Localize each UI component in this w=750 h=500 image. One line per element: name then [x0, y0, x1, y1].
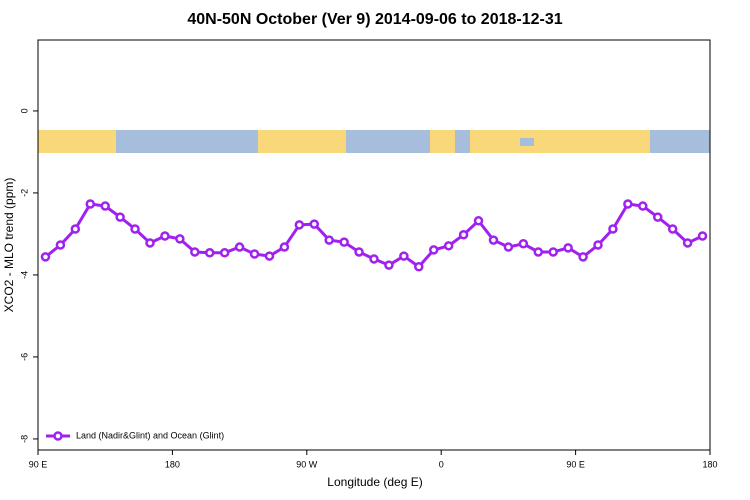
point — [578, 252, 588, 262]
chart-title: 40N-50N October (Ver 9) 2014-09-06 to 20… — [187, 11, 562, 28]
point — [652, 212, 663, 222]
point — [234, 242, 245, 252]
map-strip — [38, 130, 710, 153]
point — [160, 231, 170, 241]
point — [130, 224, 140, 234]
point — [339, 237, 349, 247]
point — [384, 260, 394, 270]
y-tick-label: -6 — [19, 353, 29, 361]
point — [85, 199, 96, 209]
point — [458, 230, 469, 240]
point — [443, 241, 454, 251]
point — [204, 248, 215, 258]
x-tick-label: 180 — [702, 459, 717, 469]
point — [533, 247, 544, 257]
point — [55, 240, 66, 250]
y-axis-label: XCO2 - MLO trend (ppm) — [2, 178, 16, 313]
legend-label: Land (Nadir&Glint) and Ocean (Glint) — [76, 430, 224, 440]
point — [249, 249, 260, 259]
point — [175, 234, 185, 244]
point — [428, 245, 439, 255]
point — [399, 251, 409, 261]
x-tick-label: 180 — [165, 459, 180, 469]
x-tick-label: 90 W — [296, 459, 318, 469]
point — [145, 238, 155, 248]
point — [667, 224, 678, 234]
x-tick-label: 90 E — [29, 459, 48, 469]
point — [100, 201, 110, 211]
point — [294, 220, 305, 230]
point — [623, 199, 633, 209]
point — [309, 219, 320, 229]
x-tick-label: 90 E — [566, 459, 585, 469]
point — [563, 243, 573, 253]
point — [354, 247, 364, 257]
point — [279, 242, 290, 252]
point — [518, 239, 529, 249]
plot-frame — [37, 39, 711, 451]
y-tick-label: -2 — [19, 189, 29, 197]
point — [70, 224, 81, 234]
point — [219, 248, 230, 258]
point — [682, 238, 693, 248]
y-tick-label: -4 — [19, 271, 29, 279]
point — [503, 242, 514, 252]
point — [697, 231, 708, 241]
x-axis-label: Longitude (deg E) — [327, 475, 422, 489]
point — [608, 224, 618, 234]
point — [548, 247, 558, 257]
point — [369, 254, 379, 264]
point — [414, 261, 424, 272]
y-tick-label: 0 — [19, 108, 29, 113]
x-tick-label: 0 — [439, 459, 444, 469]
point — [264, 251, 275, 261]
point — [190, 247, 200, 257]
point — [40, 252, 51, 262]
y-tick-label: -8 — [19, 435, 29, 443]
legend-marker — [53, 431, 63, 441]
point — [638, 201, 648, 211]
point — [488, 235, 499, 245]
point — [473, 216, 484, 226]
point — [324, 235, 334, 245]
point — [115, 212, 125, 222]
point — [593, 240, 603, 250]
